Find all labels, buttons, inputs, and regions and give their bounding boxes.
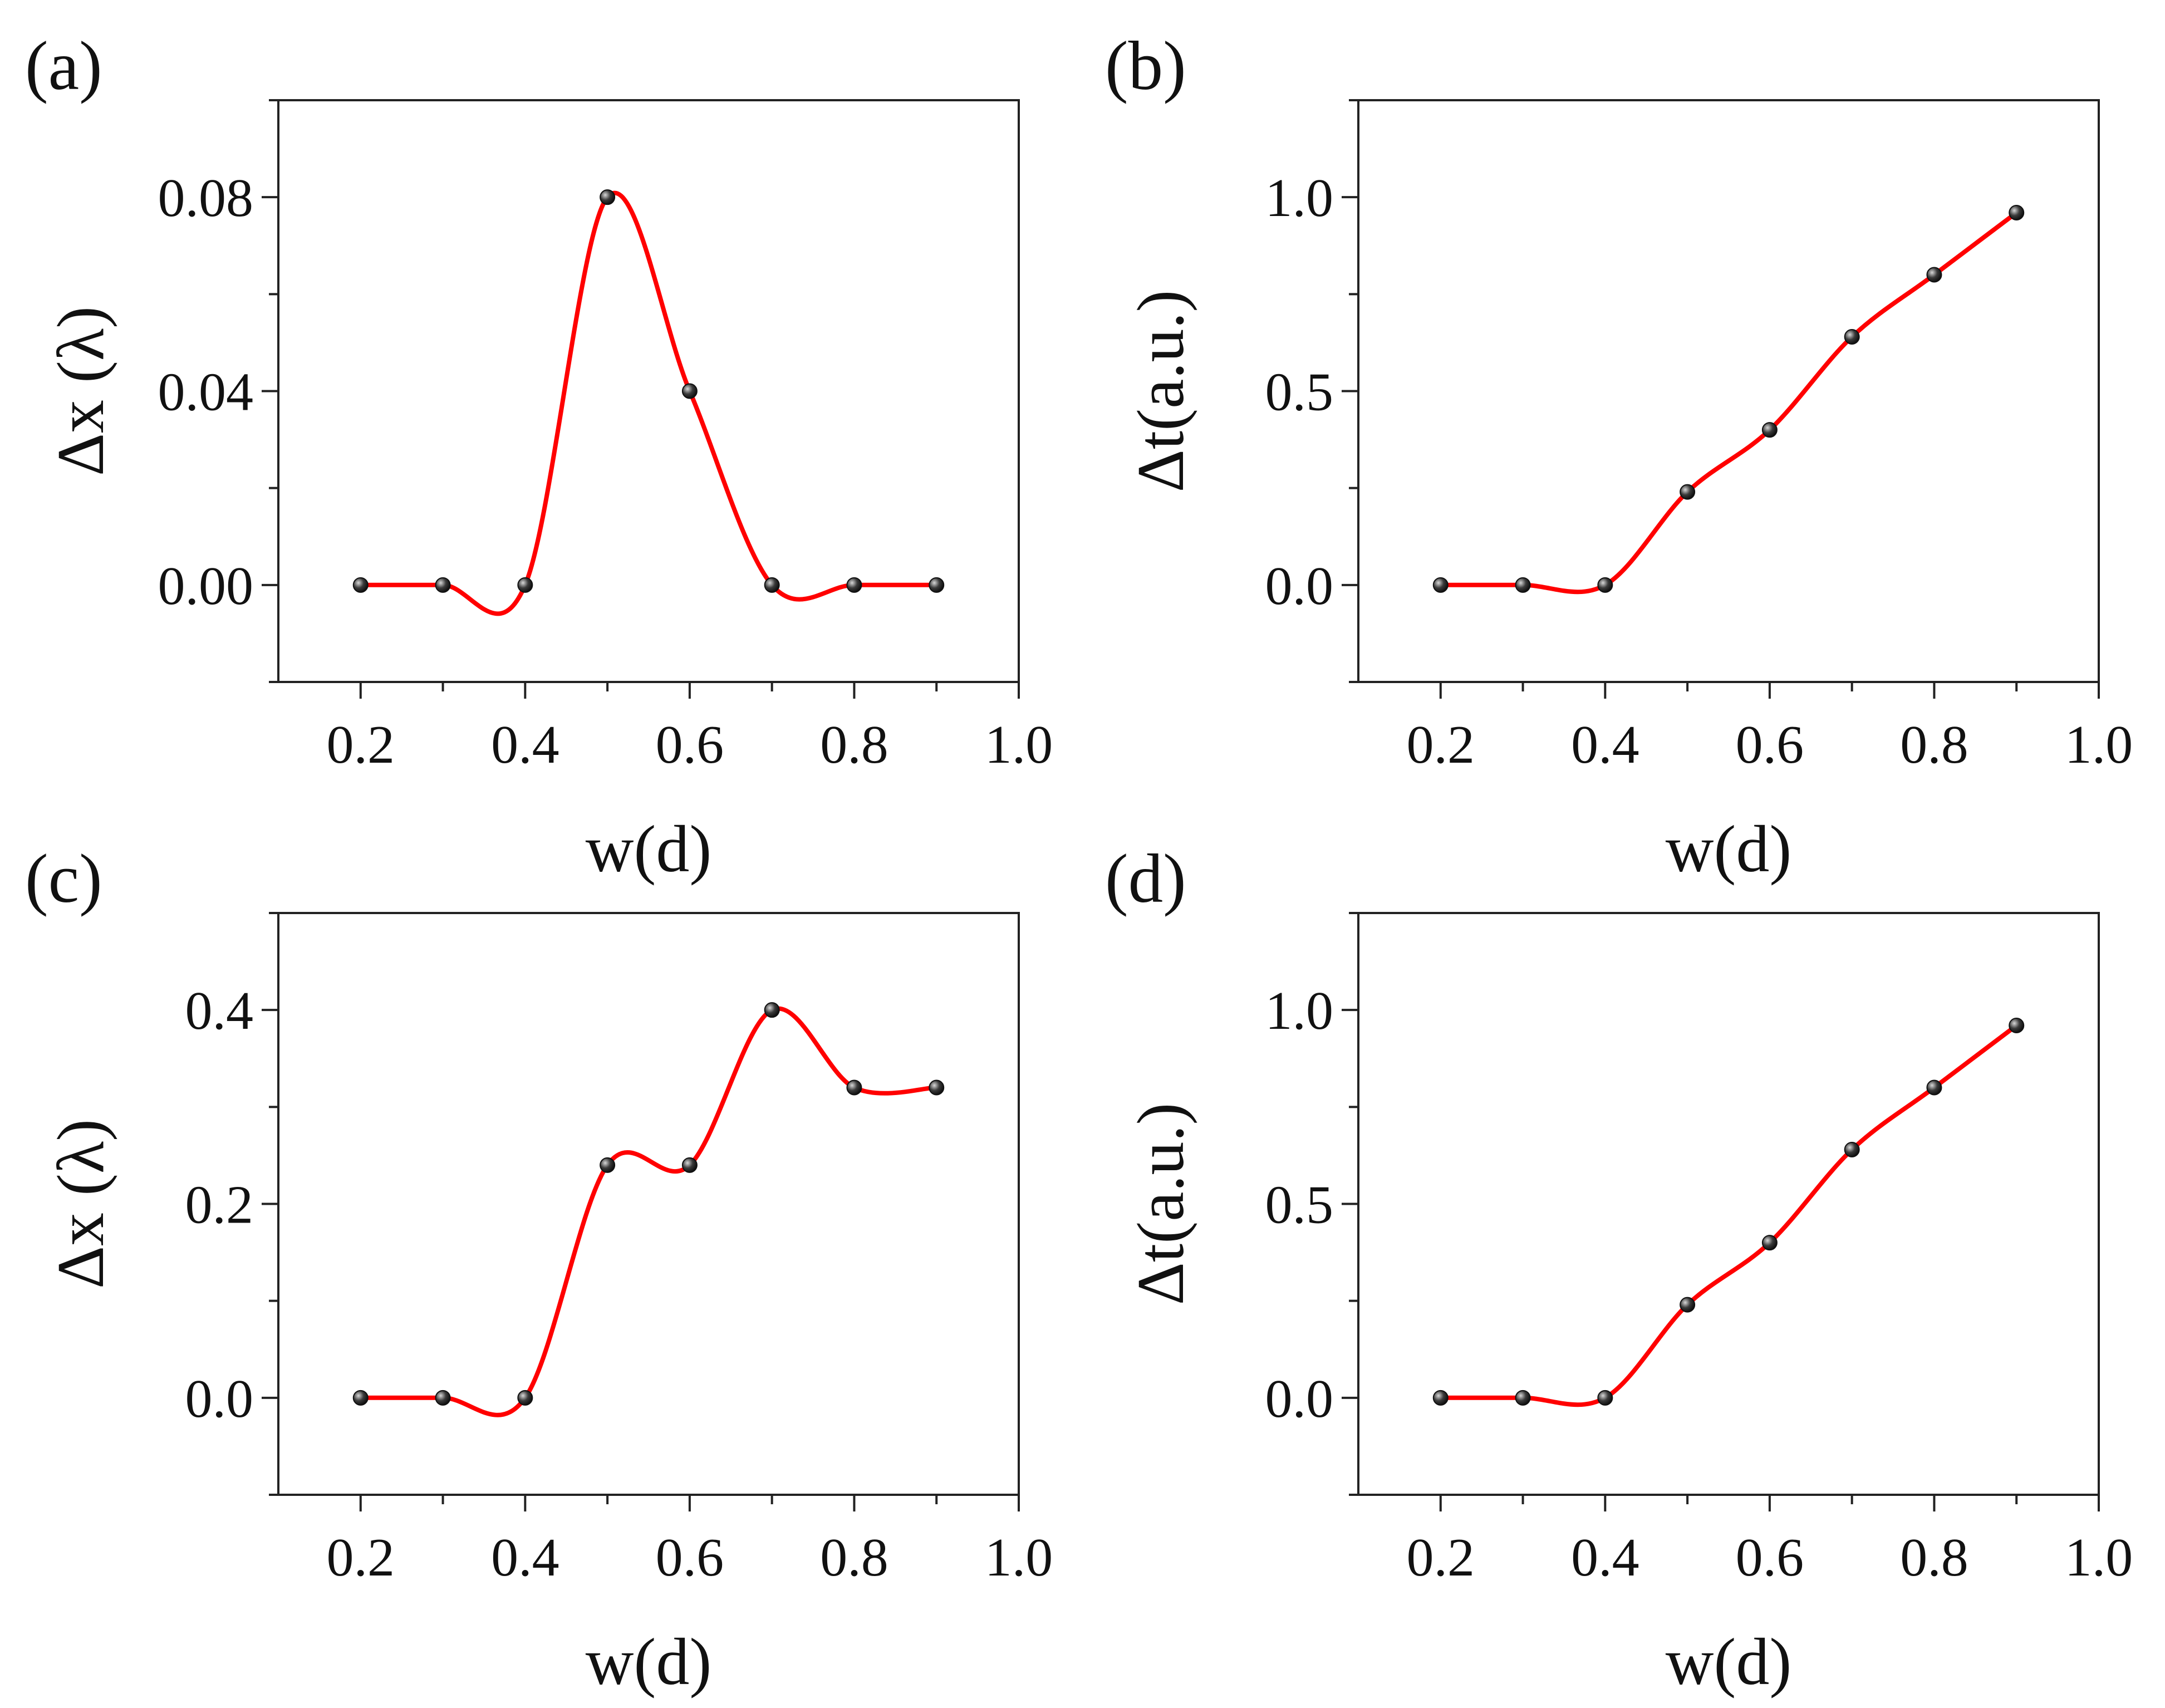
- panel-label: (b): [1105, 28, 1186, 105]
- x-tick-label: 0.4: [1571, 1528, 1639, 1588]
- data-point: [517, 577, 533, 593]
- panel-label: (a): [25, 28, 102, 105]
- panel-label: (c): [25, 841, 102, 917]
- y-tick-label: 0.08: [158, 168, 254, 228]
- plot-frame: [1357, 99, 2100, 683]
- x-axis-title: w(d): [1666, 812, 1792, 886]
- data-point: [352, 577, 369, 593]
- data-point: [600, 1157, 616, 1173]
- x-tick-label: 0.6: [1736, 715, 1804, 775]
- data-point: [1844, 1141, 1860, 1157]
- data-point: [1761, 422, 1778, 438]
- data-point: [681, 1157, 698, 1173]
- y-axis-title: Δx (λ): [43, 306, 117, 476]
- x-tick-label: 0.4: [491, 715, 559, 775]
- plot-frame: [277, 912, 1020, 1496]
- y-tick-label: 1.0: [1265, 168, 1334, 228]
- chart-panel-c: 0.2 0.4 0.6 0.8 1.0 0.0 0.2 0.4 w(d) Δx (λ) (c): [25, 841, 1053, 1699]
- data-point: [846, 1079, 862, 1096]
- y-tick-label: 1.0: [1265, 981, 1334, 1041]
- x-axis-title: w(d): [1666, 1624, 1792, 1699]
- y-tick-label: 0.04: [158, 362, 254, 423]
- data-point: [517, 1390, 533, 1406]
- x-tick-label: 1.0: [985, 1528, 1053, 1588]
- data-point: [1515, 1390, 1531, 1406]
- data-point: [764, 1002, 780, 1018]
- data-point: [1432, 577, 1449, 593]
- y-axis-title: Δx (λ): [43, 1119, 117, 1289]
- x-tick-label: 0.2: [1407, 715, 1475, 775]
- series-line: [1438, 1023, 2019, 1407]
- x-tick-label: 0.6: [656, 1528, 724, 1588]
- x-tick-label: 1.0: [2065, 715, 2133, 775]
- y-tick-label: 0.2: [185, 1175, 254, 1235]
- data-point: [1761, 1235, 1778, 1251]
- x-axis-title: w(d): [586, 812, 712, 886]
- series-line: [358, 1006, 939, 1417]
- x-tick-label: 0.8: [820, 1528, 888, 1588]
- data-point: [352, 1390, 369, 1406]
- x-tick-label: 0.6: [1736, 1528, 1804, 1588]
- x-tick-label: 0.8: [1900, 1528, 1968, 1588]
- x-tick-label: 0.2: [327, 1528, 395, 1588]
- y-tick-label: 0.00: [158, 556, 254, 616]
- y-tick-label: 0.0: [185, 1369, 254, 1429]
- plot-frame: [1357, 912, 2100, 1496]
- data-point: [1680, 1297, 1696, 1313]
- data-point: [435, 1390, 451, 1406]
- data-point: [846, 577, 862, 593]
- data-point: [1597, 577, 1613, 593]
- x-tick-label: 0.2: [327, 715, 395, 775]
- data-point: [1926, 267, 1942, 283]
- x-tick-label: 0.4: [491, 1528, 559, 1588]
- data-point: [2009, 205, 2025, 221]
- data-point: [600, 189, 616, 205]
- data-point: [929, 1079, 945, 1096]
- x-axis-title: w(d): [586, 1624, 712, 1699]
- data-point: [2009, 1018, 2025, 1034]
- y-tick-label: 0.5: [1265, 1175, 1334, 1235]
- panel-label: (d): [1105, 841, 1186, 917]
- data-point: [764, 577, 780, 593]
- y-tick-label: 0.4: [185, 981, 254, 1041]
- data-point: [1680, 484, 1696, 500]
- data-point: [1926, 1079, 1942, 1096]
- y-axis-title: Δt(a.u.): [1123, 1103, 1197, 1305]
- chart-panel-a: 0.2 0.4 0.6 0.8 1.0 0.00 0.04 0.08 w(d) Δx (λ) (a): [25, 28, 1053, 886]
- plot-frame: [277, 99, 1020, 683]
- y-tick-label: 0.0: [1265, 1369, 1334, 1429]
- x-tick-label: 0.4: [1571, 715, 1639, 775]
- y-axis-title: Δt(a.u.): [1123, 290, 1197, 493]
- series-line: [1438, 210, 2019, 595]
- x-tick-label: 1.0: [985, 715, 1053, 775]
- data-point: [1515, 577, 1531, 593]
- chart-panel-d: 0.2 0.4 0.6 0.8 1.0 0.0 0.5 1.0 w(d) Δt(a.u.) (d): [1105, 841, 2133, 1699]
- x-tick-label: 0.6: [656, 715, 724, 775]
- x-tick-label: 0.2: [1407, 1528, 1475, 1588]
- data-point: [681, 383, 698, 399]
- x-tick-label: 1.0: [2065, 1528, 2133, 1588]
- y-tick-label: 0.5: [1265, 362, 1334, 423]
- series-line: [358, 190, 939, 616]
- data-point: [1432, 1390, 1449, 1406]
- data-point: [929, 577, 945, 593]
- data-point: [1597, 1390, 1613, 1406]
- x-tick-label: 0.8: [1900, 715, 1968, 775]
- data-point: [435, 577, 451, 593]
- data-point: [1844, 328, 1860, 345]
- chart-panel-b: 0.2 0.4 0.6 0.8 1.0 0.0 0.5 1.0 w(d) Δt(a.u.) (b): [1105, 28, 2133, 886]
- x-tick-label: 0.8: [820, 715, 888, 775]
- y-tick-label: 0.0: [1265, 556, 1334, 616]
